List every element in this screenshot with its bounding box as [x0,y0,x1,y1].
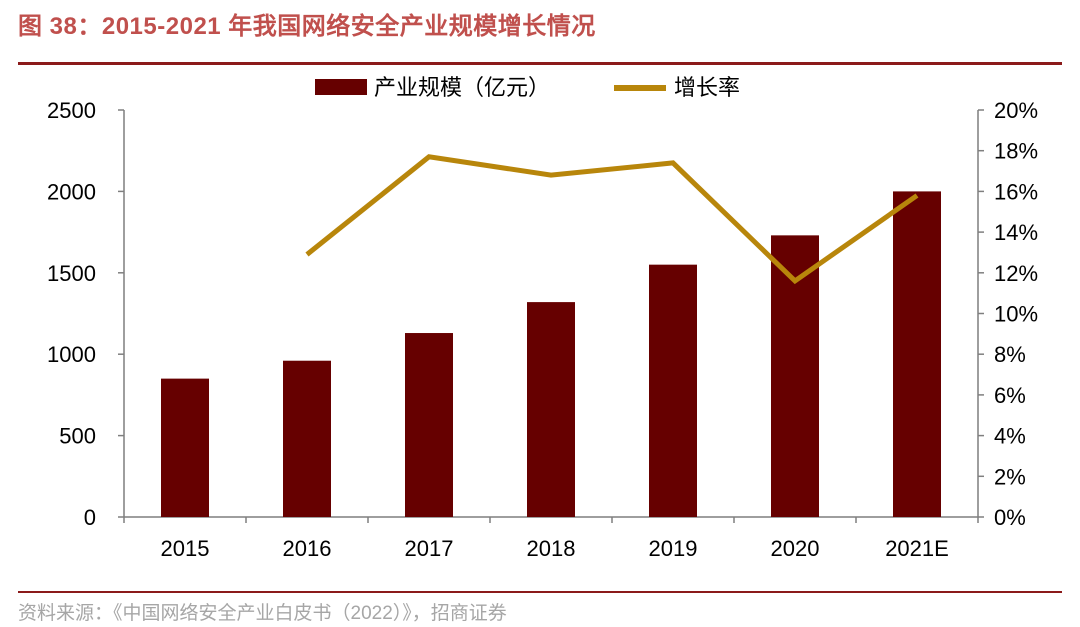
bar-2017 [405,333,453,517]
x-tick-label: 2020 [771,536,820,561]
left-tick-label: 1500 [47,261,96,286]
left-tick-label: 500 [59,424,96,449]
x-tick-label: 2018 [527,536,576,561]
combo-chart: 产业规模（亿元） 增长率 0 500 1000 1500 2000 2500 0% 2% 4% 6… [47,76,1038,561]
x-tick-label: 2021E [885,536,949,561]
bar-2015 [161,378,209,517]
legend-bar-label: 产业规模（亿元） [374,76,550,101]
left-tick-label: 1000 [47,342,96,367]
x-tick-label: 2015 [161,536,210,561]
x-tick-label: 2019 [649,536,698,561]
right-tick-label: 6% [994,383,1026,408]
right-tick-label: 8% [994,342,1026,367]
growth-rate-line [305,154,919,285]
right-tick-label: 10% [994,302,1038,327]
left-tick-label: 0 [84,505,96,530]
x-tick-label: 2017 [405,536,454,561]
legend-bar-swatch [315,79,367,95]
bar-2021E [893,191,941,517]
bar-2018 [527,302,575,517]
right-tick-label: 2% [994,464,1026,489]
right-tick-label: 20% [994,98,1038,123]
left-tick-label: 2000 [47,179,96,204]
right-tick-label: 14% [994,220,1038,245]
legend-line-label: 增长率 [674,76,740,101]
x-tick-label: 2016 [283,536,332,561]
legend: 产业规模（亿元） 增长率 [315,76,740,101]
source-note: 资料来源：《中国网络安全产业白皮书（2022）》，招商证券 [18,603,507,624]
right-tick-label: 0% [994,505,1026,530]
right-tick-label: 18% [994,139,1038,164]
left-tick-label: 2500 [47,98,96,123]
right-tick-label: 4% [994,424,1026,449]
right-tick-label: 12% [994,261,1038,286]
bar-2016 [283,360,331,517]
right-tick-label: 16% [994,179,1038,204]
plot-area: 0 500 1000 1500 2000 2500 0% 2% 4% 6% 8% 10% 12% 14% 1… [47,98,1038,561]
figure-title: 图 38：2015-2021 年我国网络安全产业规模增长情况 [18,13,596,40]
bar-2019 [649,264,697,517]
title-divider [18,62,1062,65]
footer-divider [18,591,1062,593]
